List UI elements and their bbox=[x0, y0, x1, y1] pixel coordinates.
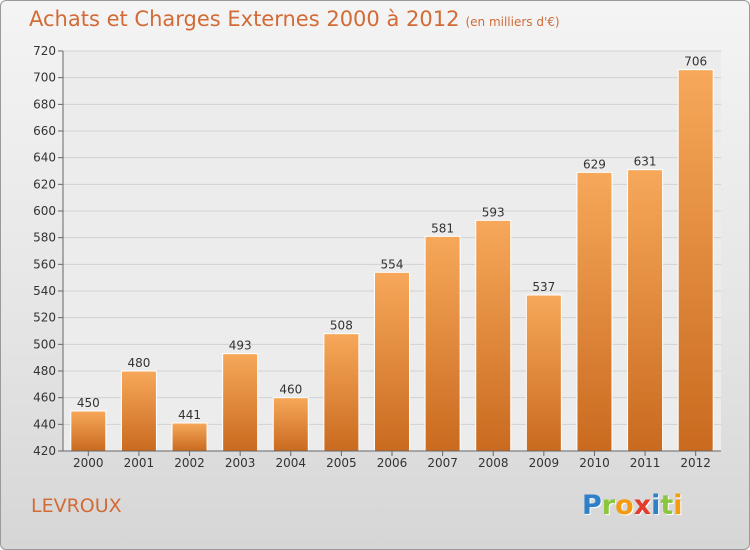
x-tick-label: 2007 bbox=[427, 456, 458, 470]
bar bbox=[323, 333, 360, 452]
logo-letter: o bbox=[615, 490, 634, 521]
x-axis: 2000 2001 2002 2003 2004 2005 2006 2007 2008 2009… bbox=[63, 450, 721, 470]
y-tick-label: 420 bbox=[33, 444, 56, 458]
bar bbox=[627, 169, 664, 452]
bar bbox=[222, 353, 259, 452]
bar-value-label: 537 bbox=[532, 280, 555, 294]
bar-value-label: 706 bbox=[684, 55, 707, 69]
y-axis: 420 440 460 480 500 520 540 560 580 600 620 640 660 6… bbox=[33, 44, 64, 458]
y-tick-label: 520 bbox=[33, 311, 56, 325]
y-tick-label: 700 bbox=[33, 71, 56, 85]
x-tick-label: 2005 bbox=[326, 456, 357, 470]
logo-letter: r bbox=[601, 490, 616, 521]
proxiti-logo: Proxiti bbox=[582, 490, 683, 521]
chart-title-text: Achats et Charges Externes 2000 à 2012 bbox=[29, 7, 460, 31]
bar bbox=[677, 69, 714, 452]
x-tick-label: 2011 bbox=[630, 456, 661, 470]
logo-letter: i bbox=[651, 490, 661, 521]
bar bbox=[120, 370, 157, 452]
bar-value-label: 441 bbox=[178, 408, 201, 422]
bar-value-label: 493 bbox=[229, 339, 252, 353]
bar bbox=[576, 171, 613, 452]
bar bbox=[424, 235, 461, 452]
chart-subtitle: (en milliers d'€) bbox=[465, 15, 560, 29]
y-tick-label: 600 bbox=[33, 204, 56, 218]
x-tick-label: 2002 bbox=[174, 456, 205, 470]
bar-value-label: 460 bbox=[279, 383, 302, 397]
bar-value-label: 508 bbox=[330, 319, 353, 333]
y-tick-label: 560 bbox=[33, 257, 56, 271]
logo-letter: t bbox=[660, 490, 674, 521]
x-tick-label: 2009 bbox=[529, 456, 560, 470]
y-tick-label: 660 bbox=[33, 124, 56, 138]
bar-value-label: 581 bbox=[431, 221, 454, 235]
logo-letter: i bbox=[673, 490, 683, 521]
y-tick-label: 620 bbox=[33, 177, 56, 191]
bar-value-label: 480 bbox=[127, 356, 150, 370]
chart-title: Achats et Charges Externes 2000 à 2012 (e… bbox=[29, 7, 560, 31]
x-tick-label: 2000 bbox=[73, 456, 104, 470]
y-tick-label: 580 bbox=[33, 231, 56, 245]
bar bbox=[70, 410, 107, 452]
bar-value-label: 450 bbox=[77, 396, 100, 410]
bar-value-label: 593 bbox=[482, 205, 505, 219]
x-tick-label: 2012 bbox=[680, 456, 711, 470]
bar bbox=[525, 294, 562, 452]
y-tick-label: 540 bbox=[33, 284, 56, 298]
bar bbox=[272, 397, 309, 452]
bar bbox=[374, 271, 410, 452]
y-tick-label: 460 bbox=[33, 391, 56, 405]
y-tick-label: 500 bbox=[33, 337, 56, 351]
y-tick-label: 440 bbox=[33, 417, 56, 431]
x-tick-label: 2006 bbox=[377, 456, 408, 470]
bar-value-label: 631 bbox=[634, 155, 657, 169]
logo-letter: x bbox=[633, 490, 652, 521]
y-tick-label: 680 bbox=[33, 97, 56, 111]
y-tick-label: 640 bbox=[33, 151, 56, 165]
bar bbox=[475, 219, 512, 452]
x-tick-label: 2010 bbox=[579, 456, 610, 470]
x-tick-label: 2008 bbox=[478, 456, 509, 470]
y-tick-label: 720 bbox=[33, 44, 56, 58]
x-tick-label: 2003 bbox=[225, 456, 256, 470]
x-tick-label: 2001 bbox=[124, 456, 155, 470]
y-tick-label: 480 bbox=[33, 364, 56, 378]
bars: 450 480 441 493 460 508 554 581 593 537 629 631 706 bbox=[70, 55, 714, 452]
x-tick-label: 2004 bbox=[275, 456, 306, 470]
bar-value-label: 629 bbox=[583, 157, 606, 171]
commune-name: LEVROUX bbox=[31, 495, 122, 517]
bar bbox=[171, 422, 208, 452]
logo-letter: P bbox=[582, 490, 602, 521]
bar-value-label: 554 bbox=[381, 257, 404, 271]
